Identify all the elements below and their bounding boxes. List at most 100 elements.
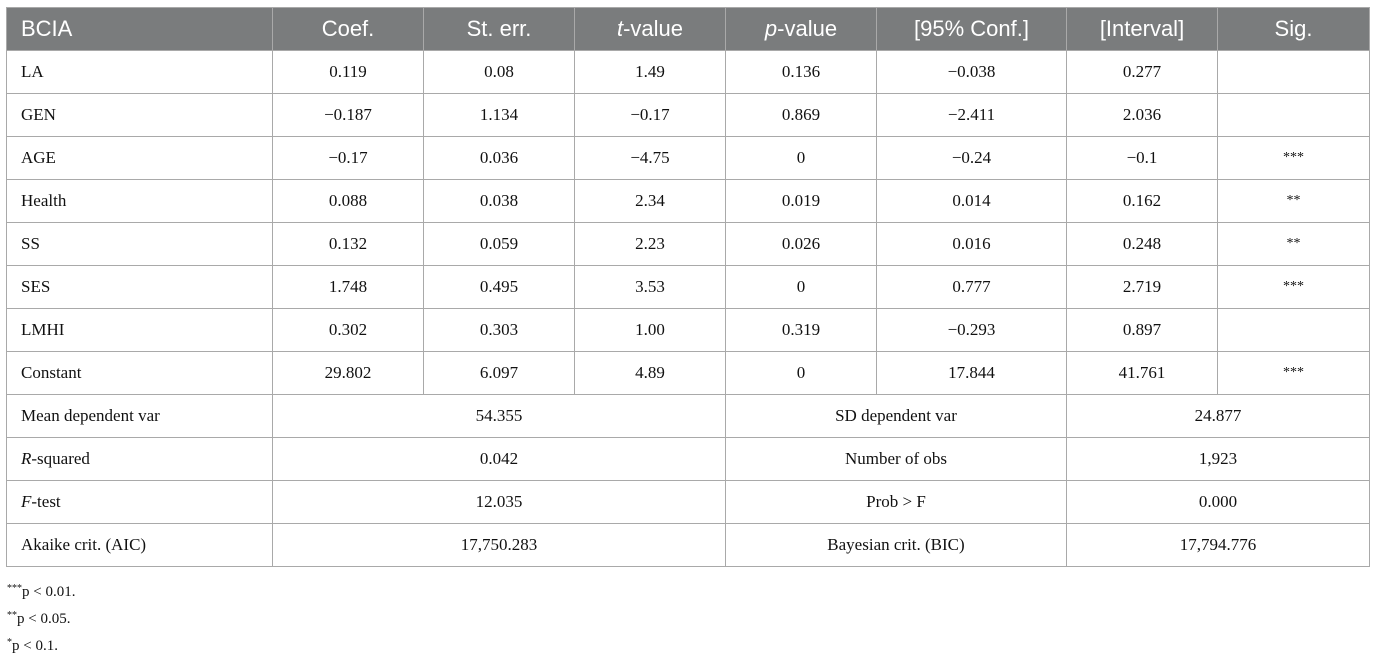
cell-t-value: −4.75: [574, 136, 726, 180]
cell-conf-high: 0.897: [1066, 308, 1218, 352]
cell-sig: ***: [1217, 265, 1370, 309]
stat-label-text: Mean dependent var: [21, 406, 160, 425]
cell-sig: **: [1217, 222, 1370, 266]
cell-variable: Health: [6, 179, 273, 223]
table-footnotes: ***p < 0.01. **p < 0.05. *p < 0.1.: [7, 577, 75, 658]
cell-coef: −0.17: [272, 136, 424, 180]
cell-conf-low: −0.293: [876, 308, 1067, 352]
stat-label-right: Prob > F: [725, 480, 1067, 524]
header-t-italic: t: [616, 16, 624, 41]
stat-value-right: 1,923: [1066, 437, 1370, 481]
cell-p-value: 0.026: [725, 222, 877, 266]
footnote-text: p < 0.01.: [22, 584, 76, 600]
cell-variable: LA: [6, 50, 273, 94]
cell-variable: SS: [6, 222, 273, 266]
header-p-italic: p: [764, 16, 778, 41]
regression-table: BCIA Coef. St. err. t-value p-value [95%…: [6, 7, 1370, 567]
stat-label: Mean dependent var: [6, 394, 273, 438]
stat-value-right: 0.000: [1066, 480, 1370, 524]
cell-coef: 0.088: [272, 179, 424, 223]
cell-conf-low: −0.24: [876, 136, 1067, 180]
cell-coef: 1.748: [272, 265, 424, 309]
cell-st-err: 0.059: [423, 222, 575, 266]
stat-value: 17,750.283: [272, 523, 726, 567]
cell-st-err: 0.495: [423, 265, 575, 309]
table-row: AGE −0.17 0.036 −4.75 0 −0.24 −0.1 ***: [6, 136, 1370, 180]
stat-value: 0.042: [272, 437, 726, 481]
table-row: LA 0.119 0.08 1.49 0.136 −0.038 0.277: [6, 50, 1370, 94]
table-row: LMHI 0.302 0.303 1.00 0.319 −0.293 0.897: [6, 308, 1370, 352]
cell-conf-high: −0.1: [1066, 136, 1218, 180]
header-t-value: t-value: [574, 7, 726, 51]
footnote-stars: ***: [7, 583, 22, 594]
table-row: SES 1.748 0.495 3.53 0 0.777 2.719 ***: [6, 265, 1370, 309]
table-row: SS 0.132 0.059 2.23 0.026 0.016 0.248 **: [6, 222, 1370, 266]
cell-sig: ***: [1217, 136, 1370, 180]
stat-label-italic: F: [21, 492, 32, 511]
cell-st-err: 0.036: [423, 136, 575, 180]
cell-conf-low: −2.411: [876, 93, 1067, 137]
cell-conf-high: 2.036: [1066, 93, 1218, 137]
cell-p-value: 0.136: [725, 50, 877, 94]
cell-p-value: 0.869: [725, 93, 877, 137]
stat-label: R-squared: [6, 437, 273, 481]
header-t-rest: -value: [623, 16, 684, 41]
stat-label-text: -test: [31, 492, 61, 511]
cell-t-value: 2.34: [574, 179, 726, 223]
header-sig: Sig.: [1217, 7, 1370, 51]
cell-sig: **: [1217, 179, 1370, 223]
footnote: *p < 0.1.: [7, 631, 75, 658]
cell-t-value: 1.49: [574, 50, 726, 94]
cell-coef: 0.119: [272, 50, 424, 94]
table-row: Constant 29.802 6.097 4.89 0 17.844 41.7…: [6, 351, 1370, 395]
header-conf-high: [Interval]: [1066, 7, 1218, 51]
stat-value: 54.355: [272, 394, 726, 438]
cell-sig: [1217, 308, 1370, 352]
footnote-stars: *: [7, 637, 12, 648]
cell-t-value: 3.53: [574, 265, 726, 309]
cell-conf-high: 0.277: [1066, 50, 1218, 94]
stat-value-right: 17,794.776: [1066, 523, 1370, 567]
header-coef: Coef.: [272, 7, 424, 51]
header-p-value: p-value: [725, 7, 877, 51]
cell-st-err: 1.134: [423, 93, 575, 137]
stats-row: Mean dependent var 54.355 SD dependent v…: [6, 394, 1370, 438]
stats-row: F-test 12.035 Prob > F 0.000: [6, 480, 1370, 524]
cell-conf-low: 0.014: [876, 179, 1067, 223]
cell-conf-low: 0.016: [876, 222, 1067, 266]
cell-st-err: 0.303: [423, 308, 575, 352]
stat-label-right: Number of obs: [725, 437, 1067, 481]
cell-p-value: 0: [725, 351, 877, 395]
cell-t-value: 4.89: [574, 351, 726, 395]
stat-label-text: Akaike crit. (AIC): [21, 535, 147, 554]
cell-variable: LMHI: [6, 308, 273, 352]
cell-variable: AGE: [6, 136, 273, 180]
table-row: GEN −0.187 1.134 −0.17 0.869 −2.411 2.03…: [6, 93, 1370, 137]
cell-conf-high: 41.761: [1066, 351, 1218, 395]
cell-coef: 29.802: [272, 351, 424, 395]
cell-st-err: 0.08: [423, 50, 575, 94]
cell-sig: ***: [1217, 351, 1370, 395]
cell-sig: [1217, 50, 1370, 94]
cell-coef: 0.302: [272, 308, 424, 352]
stat-label: F-test: [6, 480, 273, 524]
stat-value-right: 24.877: [1066, 394, 1370, 438]
table-row: Health 0.088 0.038 2.34 0.019 0.014 0.16…: [6, 179, 1370, 223]
header-variable: BCIA: [6, 7, 273, 51]
stat-label: Akaike crit. (AIC): [6, 523, 273, 567]
cell-t-value: 1.00: [574, 308, 726, 352]
stat-label-right: Bayesian crit. (BIC): [725, 523, 1067, 567]
cell-t-value: 2.23: [574, 222, 726, 266]
cell-conf-high: 0.162: [1066, 179, 1218, 223]
cell-p-value: 0.019: [725, 179, 877, 223]
cell-conf-low: −0.038: [876, 50, 1067, 94]
cell-t-value: −0.17: [574, 93, 726, 137]
header-conf-low: [95% Conf.]: [876, 7, 1067, 51]
stats-row: R-squared 0.042 Number of obs 1,923: [6, 437, 1370, 481]
header-st-err: St. err.: [423, 7, 575, 51]
footnote-text: p < 0.1.: [12, 638, 58, 654]
cell-st-err: 6.097: [423, 351, 575, 395]
cell-conf-low: 17.844: [876, 351, 1067, 395]
stat-label-text: -squared: [31, 449, 90, 468]
cell-p-value: 0: [725, 136, 877, 180]
